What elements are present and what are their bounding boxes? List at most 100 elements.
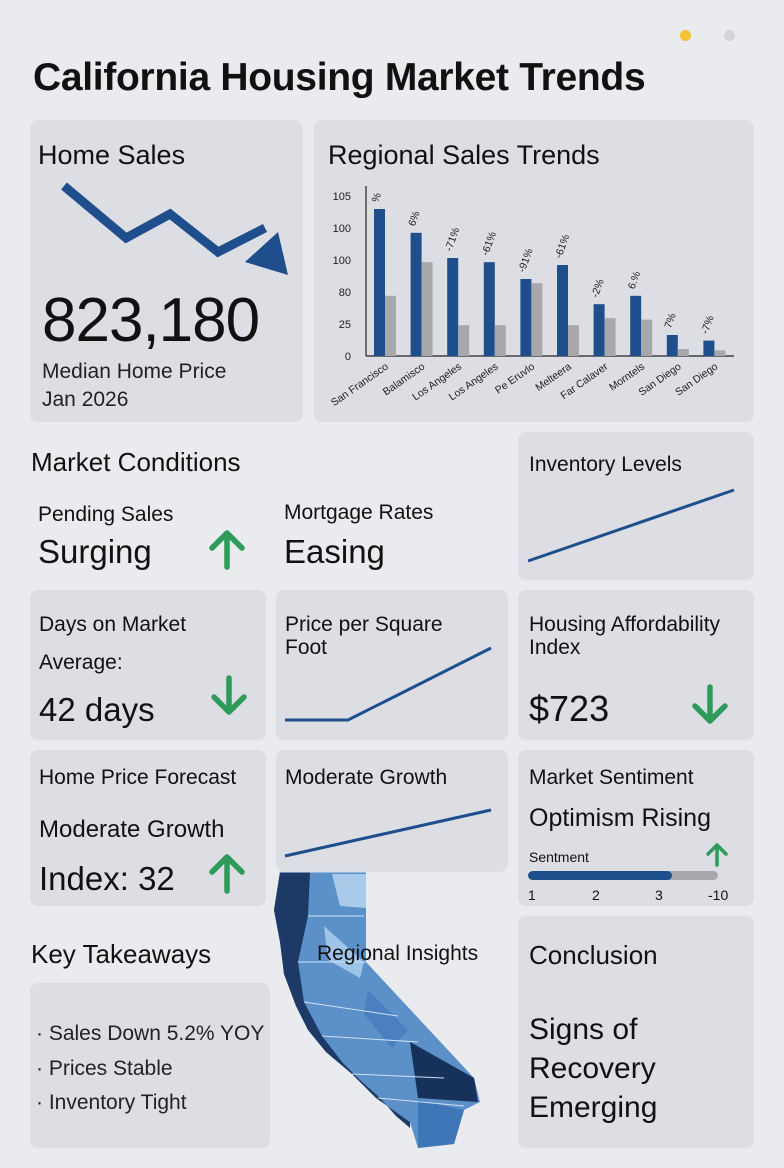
bar-data-label: -61%	[479, 230, 499, 257]
price-per-sqft-card: Price per Square Foot	[276, 590, 508, 740]
bar-series-1	[447, 258, 459, 356]
days-on-market-value: 42 days	[39, 691, 155, 728]
y-tick-label: 100	[333, 255, 351, 267]
arrow-down-icon	[211, 675, 247, 715]
sentiment-scale-2: 2	[592, 887, 600, 903]
bar-data-label: 6.%	[626, 270, 643, 291]
inventory-card: Inventory Levels	[518, 432, 754, 580]
forecast-sublabel: Moderate Growth	[39, 816, 225, 843]
affordability-card: Housing Affordability Index $723	[518, 590, 754, 740]
affordability-value: $723	[529, 688, 610, 729]
page-title: California Housing Market Trends	[33, 56, 646, 99]
days-on-market-label: Days on Market	[39, 613, 187, 636]
y-tick-label: 0	[345, 351, 351, 363]
bar-series-2	[677, 349, 689, 356]
conclusion-line-2: Recovery	[529, 1052, 656, 1085]
bar-series-2	[531, 283, 543, 356]
bar-series-2	[421, 262, 433, 356]
price-per-sqft-title-2: Foot	[285, 636, 328, 659]
x-tick-label: San Francisco	[329, 361, 391, 409]
takeaway-item: · Inventory Tight	[36, 1091, 187, 1114]
bar-series-1	[557, 265, 568, 356]
bar-series-1	[666, 335, 678, 356]
key-takeaways-title: Key Takeaways	[31, 939, 212, 969]
status-dot-yellow	[680, 30, 691, 41]
key-takeaways-card: · Sales Down 5.2% YOY · Prices Stable · …	[30, 983, 270, 1148]
bar-series-1	[630, 295, 642, 356]
bar-series-1	[520, 279, 532, 356]
regional-sales-card: Regional Sales Trends 105 100 100 80 25 0% San…	[314, 120, 754, 422]
moderate-growth-title: Moderate Growth	[285, 766, 448, 789]
bar-series-1	[483, 262, 495, 356]
bar-series-2	[494, 325, 506, 356]
conclusion-title: Conclusion	[529, 940, 658, 970]
home-sales-caption-2: Jan 2026	[42, 388, 129, 411]
bar-series-2	[641, 319, 653, 356]
bar-series-2	[714, 350, 726, 356]
bar-series-1	[410, 232, 422, 356]
moderate-growth-trend-line	[284, 808, 492, 858]
sentiment-card: Market Sentiment Optimism Rising Sentmen…	[518, 750, 754, 906]
y-tick-label: 105	[333, 191, 351, 203]
sentiment-scale-1: 1	[528, 887, 536, 903]
market-conditions-title: Market Conditions	[31, 447, 241, 477]
bar-data-label: -2%	[589, 278, 607, 300]
takeaway-item: · Sales Down 5.2% YOY	[36, 1022, 265, 1045]
forecast-card: Home Price Forecast Moderate Growth Inde…	[30, 750, 266, 906]
days-on-market-card: Days on Market Average: 42 days	[30, 590, 266, 740]
bar-series-1	[703, 340, 715, 356]
inventory-trend-line	[527, 488, 735, 563]
forecast-label: Home Price Forecast	[39, 766, 237, 789]
bar-data-label: 7%	[662, 312, 678, 330]
bar-series-1	[374, 209, 385, 356]
y-tick-label: 80	[339, 287, 351, 299]
bar-data-label: -61%	[553, 233, 573, 260]
arrow-up-icon	[706, 843, 728, 867]
mortgage-rates-value: Easing	[284, 533, 385, 570]
y-tick-label: 25	[339, 319, 351, 331]
home-sales-value: 823,180	[42, 286, 260, 355]
bar-data-label: -91%	[516, 247, 536, 274]
y-tick-label: 100	[333, 223, 351, 235]
forecast-value: Index: 32	[39, 860, 175, 897]
sentiment-track	[528, 871, 718, 880]
x-tick-label: Pe Eruvlo	[493, 361, 537, 397]
affordability-title-1: Housing Affordability	[529, 613, 721, 636]
bar-series-2	[568, 325, 579, 356]
pending-sales-value: Surging	[38, 533, 152, 570]
regional-insights-title: Regional Insights	[317, 942, 479, 965]
status-dot-gray	[724, 30, 735, 41]
california-map	[274, 871, 480, 1148]
bar-series-2	[604, 318, 616, 356]
inventory-title: Inventory Levels	[529, 453, 682, 476]
arrow-up-icon	[209, 854, 245, 894]
bar-data-label: -71%	[443, 226, 463, 253]
bar-series-2	[458, 325, 470, 356]
home-sales-title: Home Sales	[38, 140, 186, 170]
sentiment-subtitle: Optimism Rising	[529, 804, 711, 832]
arrow-down-icon	[692, 684, 728, 724]
bar-series-1	[593, 304, 605, 356]
conclusion-card: Conclusion Signs of Recovery Emerging	[518, 916, 754, 1148]
sentiment-title: Market Sentiment	[529, 766, 694, 789]
sentiment-scale-4: -10	[708, 887, 729, 903]
takeaway-item: · Prices Stable	[36, 1057, 173, 1080]
sentiment-fill	[528, 871, 673, 880]
moderate-growth-card: Moderate Growth	[276, 750, 508, 872]
bar-data-label: -7%	[699, 314, 717, 336]
sentiment-bar-label: Sentment	[529, 849, 589, 865]
conclusion-line-3: Emerging	[529, 1091, 658, 1124]
price-per-sqft-trend-line	[285, 646, 492, 722]
affordability-title-2: Index	[529, 636, 581, 659]
home-sales-card: Home Sales 823,180 Median Home Price Jan…	[30, 120, 303, 422]
price-per-sqft-title-1: Price per Square	[285, 613, 443, 636]
arrow-down-trend-icon	[61, 182, 288, 275]
days-on-market-sublabel: Average:	[39, 651, 123, 674]
pending-sales-label: Pending Sales	[38, 503, 174, 526]
sentiment-scale-3: 3	[655, 887, 663, 903]
regional-sales-title: Regional Sales Trends	[328, 140, 600, 170]
home-sales-caption-1: Median Home Price	[42, 360, 227, 383]
mortgage-rates-label: Mortgage Rates	[284, 501, 434, 524]
bar-series-2	[385, 295, 396, 356]
